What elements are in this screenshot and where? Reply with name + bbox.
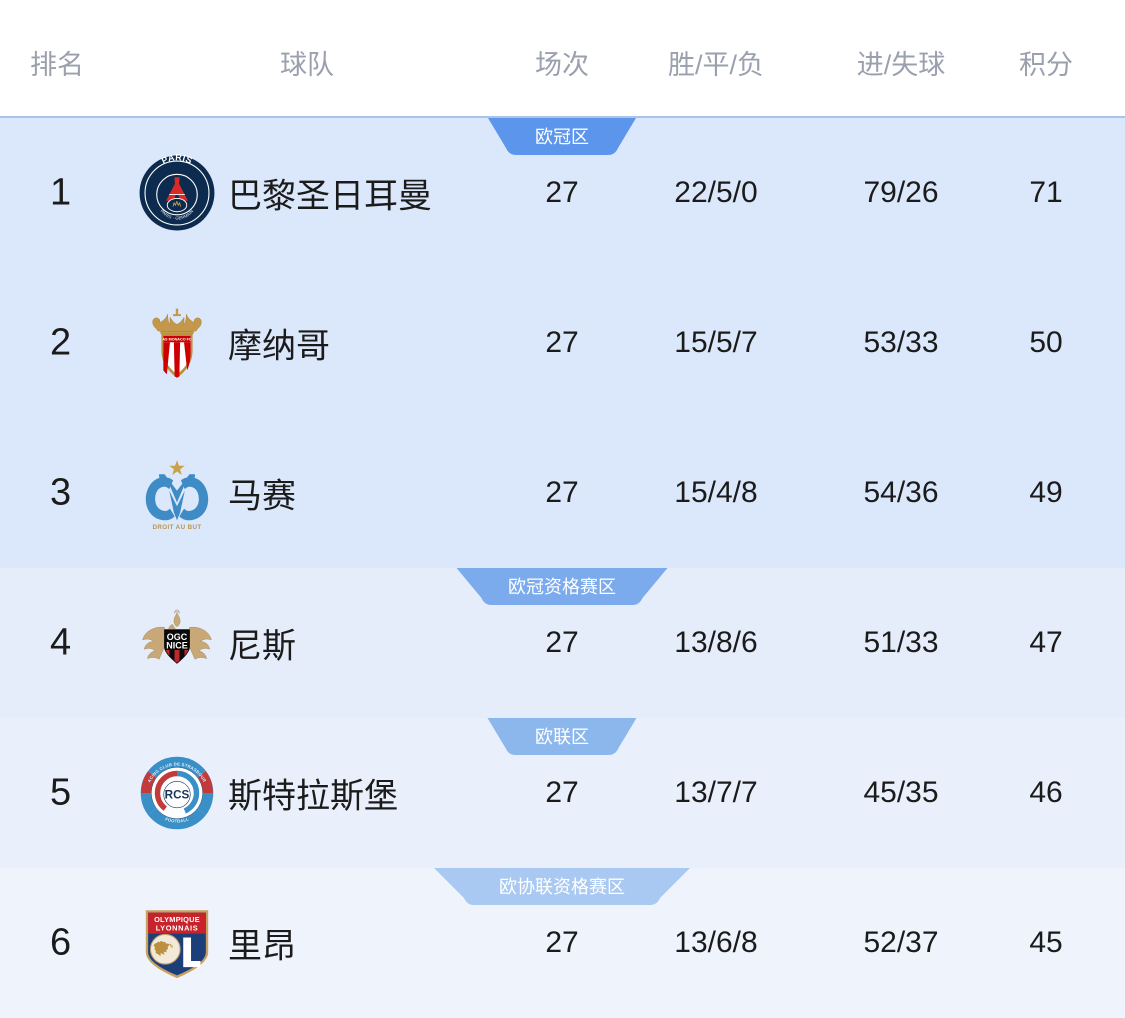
- svg-text:DROIT AU BUT: DROIT AU BUT: [152, 524, 201, 531]
- svg-text:AS MONACO FC: AS MONACO FC: [162, 337, 192, 341]
- svg-text:NICE: NICE: [166, 640, 187, 650]
- svg-text:OLYMPIQUE: OLYMPIQUE: [154, 915, 200, 924]
- svg-text:RCS: RCS: [165, 788, 190, 801]
- svg-text:LYONNAIS: LYONNAIS: [156, 924, 199, 933]
